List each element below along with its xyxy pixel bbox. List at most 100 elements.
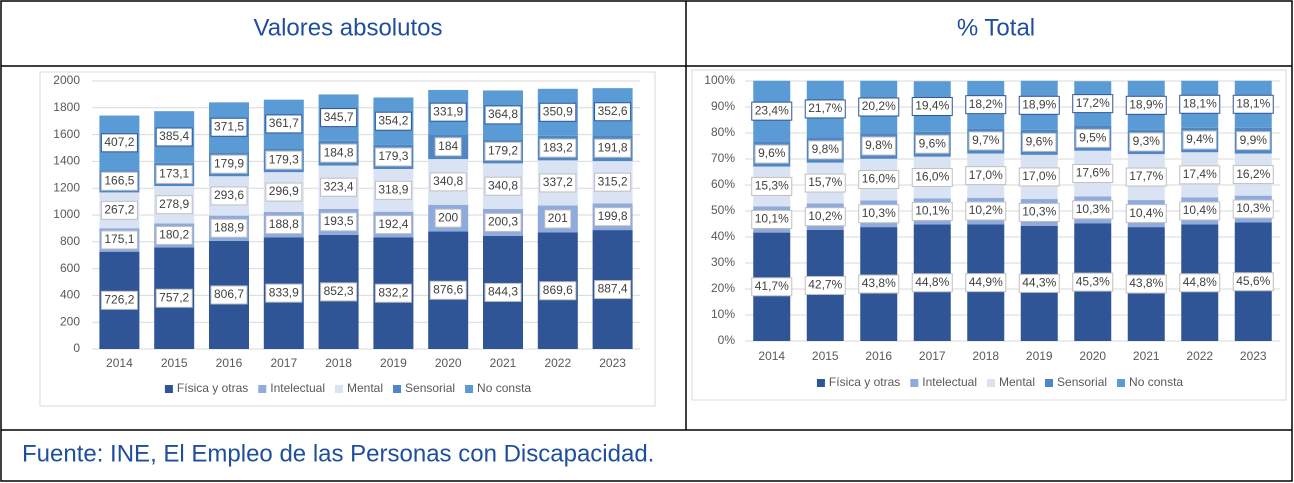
legend-label: Intelectual [270, 381, 325, 395]
data-label: 10,2% [969, 203, 1003, 217]
y-tick-label: 60% [711, 177, 735, 191]
legend-label: No consta [1129, 375, 1183, 389]
data-label: 45,3% [1076, 274, 1110, 288]
y-tick-label: 400 [60, 288, 80, 302]
legend-swatch [1117, 379, 1126, 387]
data-label-box [1018, 273, 1060, 293]
data-label: 19,4% [915, 99, 949, 113]
y-tick-label: 70% [711, 151, 735, 165]
data-label-box [1236, 131, 1271, 151]
data-label: 10,4% [1129, 206, 1163, 220]
x-tick-label: 2015 [812, 349, 839, 363]
data-label-box [434, 208, 462, 228]
data-label-box [320, 212, 358, 232]
data-label: 44,9% [969, 275, 1003, 289]
data-label-box [1179, 165, 1221, 185]
x-tick-label: 2017 [919, 349, 946, 363]
data-label: 20,2% [862, 99, 896, 113]
data-label-box [751, 101, 793, 121]
data-label: 10,1% [915, 204, 949, 218]
data-label-box [155, 127, 193, 147]
data-label: 9,6% [1026, 135, 1054, 149]
y-tick-label: 600 [60, 261, 80, 275]
x-tick-label: 2018 [325, 356, 352, 370]
data-label-box [804, 207, 846, 227]
data-label: 876,6 [433, 282, 463, 296]
data-label-box [965, 201, 1007, 221]
x-tick-label: 2015 [161, 356, 188, 370]
data-label: 323,4 [324, 179, 354, 193]
data-label-box [210, 117, 248, 137]
data-label: 385,4 [159, 129, 189, 143]
data-label: 10,4% [1183, 203, 1217, 217]
x-tick-label: 2014 [106, 356, 133, 370]
data-label-box [858, 204, 900, 224]
data-label: 9,6% [919, 136, 947, 150]
data-label-box [808, 140, 843, 160]
y-tick-label: 200 [60, 314, 80, 328]
data-label: 199,8 [598, 209, 628, 223]
data-label: 757,2 [159, 290, 189, 304]
y-tick-label: 80% [711, 125, 735, 139]
data-label-box [1232, 272, 1274, 292]
data-label: 17,0% [969, 168, 1003, 182]
y-tick-label: 800 [60, 234, 80, 248]
data-label: 9,3% [1133, 134, 1161, 148]
y-tick-label: 2000 [53, 73, 80, 87]
data-label-box [1232, 94, 1274, 114]
data-label-box [804, 275, 846, 295]
legend-swatch [258, 385, 267, 393]
data-label: 191,8 [598, 140, 628, 154]
data-label-box [539, 138, 577, 158]
data-label: 833,9 [269, 285, 299, 299]
data-label-box [911, 273, 953, 293]
data-label-box [911, 167, 953, 187]
data-label: 45,6% [1236, 274, 1270, 288]
data-label: 173,1 [159, 167, 189, 181]
data-label: 179,9 [214, 156, 244, 170]
data-label: 16,2% [1236, 167, 1270, 181]
legend-label: Mental [999, 375, 1035, 389]
data-label: 18,1% [1236, 96, 1270, 110]
data-label: 337,2 [543, 175, 573, 189]
x-tick-label: 2014 [758, 349, 785, 363]
data-label-box [210, 218, 248, 238]
x-tick-label: 2021 [490, 356, 517, 370]
data-label-box [1129, 132, 1164, 152]
x-tick-label: 2019 [380, 356, 407, 370]
data-label-box [265, 150, 303, 170]
data-label: 200,3 [488, 215, 518, 229]
data-label: 318,9 [378, 183, 408, 197]
data-label-box [265, 283, 303, 303]
data-label: 188,9 [214, 220, 244, 234]
legend-label: Física y otras [829, 375, 900, 389]
data-label: 188,8 [269, 217, 299, 231]
data-label: 844,3 [488, 285, 518, 299]
data-label-box [1125, 204, 1167, 224]
x-tick-label: 2020 [435, 356, 462, 370]
data-label-box [210, 186, 248, 206]
x-tick-label: 2016 [216, 356, 243, 370]
data-label-box [265, 215, 303, 235]
data-label: 887,4 [598, 282, 628, 296]
data-label: 175,1 [104, 232, 134, 246]
data-label-box [1072, 200, 1114, 220]
data-label: 18,2% [969, 97, 1003, 111]
x-tick-label: 2023 [599, 356, 626, 370]
data-label: 340,8 [488, 178, 518, 192]
data-label-box [155, 164, 193, 184]
data-label: 832,2 [378, 285, 408, 299]
data-label-box [594, 207, 632, 227]
y-tick-label: 10% [711, 307, 735, 321]
x-tick-label: 2016 [865, 349, 892, 363]
data-label: 371,5 [214, 119, 244, 133]
data-label: 21,7% [808, 101, 842, 115]
data-label-box [155, 288, 193, 308]
data-label-box [155, 195, 193, 215]
data-label-box [1022, 132, 1057, 152]
x-tick-label: 2022 [1186, 349, 1213, 363]
data-label: 18,9% [1022, 97, 1056, 111]
x-tick-label: 2021 [1133, 349, 1160, 363]
